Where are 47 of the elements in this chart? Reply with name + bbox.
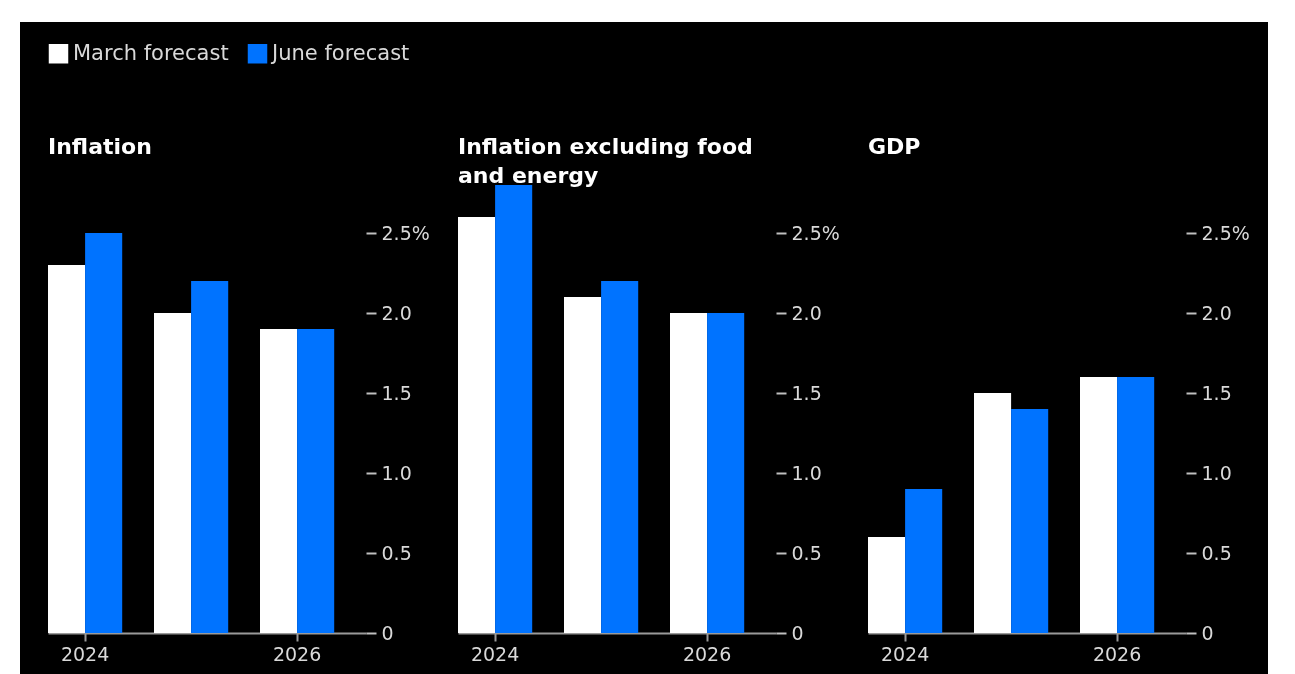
bar bbox=[458, 217, 496, 633]
y-tick-label: 2.0 bbox=[1201, 301, 1232, 324]
bar bbox=[564, 297, 602, 633]
y-tick-label: 1.5 bbox=[381, 381, 412, 404]
bar bbox=[868, 537, 906, 633]
bar bbox=[85, 233, 123, 633]
y-tick-label: 2.5% bbox=[381, 221, 430, 244]
bar bbox=[297, 329, 335, 633]
chart-title: Inflation bbox=[48, 134, 152, 159]
y-tick-label: 1.5 bbox=[1201, 381, 1232, 404]
bar bbox=[191, 281, 229, 633]
y-tick-label: 2.5% bbox=[1201, 221, 1250, 244]
y-tick-label: 2.0 bbox=[791, 301, 822, 324]
y-tick-label: 1.0 bbox=[791, 461, 822, 484]
y-tick-label: 0 bbox=[381, 621, 394, 644]
x-tick-label: 2026 bbox=[1092, 642, 1142, 665]
bar bbox=[974, 393, 1012, 633]
x-tick-label: 2024 bbox=[60, 642, 110, 665]
bar bbox=[260, 329, 298, 633]
x-tick-label: 2026 bbox=[272, 642, 322, 665]
chart-title: Inflation excluding food and energy bbox=[458, 134, 753, 188]
y-tick-label: 1.0 bbox=[1201, 461, 1232, 484]
chart-title: GDP bbox=[868, 134, 921, 159]
legend-label: March forecast bbox=[73, 40, 229, 65]
legend-label: June forecast bbox=[270, 40, 410, 65]
bar bbox=[1117, 377, 1155, 633]
bar bbox=[48, 265, 86, 633]
y-tick-label: 2.5% bbox=[791, 221, 840, 244]
bar bbox=[495, 185, 533, 633]
bar bbox=[154, 313, 192, 633]
x-tick-label: 2026 bbox=[682, 642, 732, 665]
bar bbox=[707, 313, 745, 633]
bar bbox=[601, 281, 639, 633]
x-tick-label: 2024 bbox=[470, 642, 520, 665]
bar bbox=[1080, 377, 1118, 633]
y-tick-label: 0 bbox=[1201, 621, 1214, 644]
y-tick-label: 0.5 bbox=[1201, 541, 1232, 564]
y-tick-label: 0 bbox=[791, 621, 804, 644]
bar bbox=[905, 489, 943, 633]
y-tick-label: 1.5 bbox=[791, 381, 822, 404]
bar bbox=[1011, 409, 1049, 633]
y-tick-label: 0.5 bbox=[381, 541, 412, 564]
y-tick-label: 1.0 bbox=[381, 461, 412, 484]
bar bbox=[670, 313, 708, 633]
y-tick-label: 0.5 bbox=[791, 541, 822, 564]
y-tick-label: 2.0 bbox=[381, 301, 412, 324]
x-tick-label: 2024 bbox=[880, 642, 930, 665]
